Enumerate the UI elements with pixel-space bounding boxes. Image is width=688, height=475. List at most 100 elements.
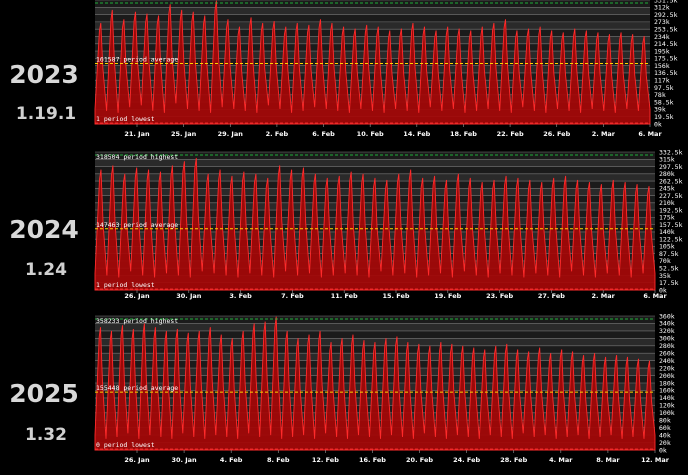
y-tick-label: 175k: [659, 214, 675, 222]
y-tick-label: 0k: [654, 120, 662, 128]
y-tick-label: 210k: [659, 199, 675, 207]
version-label-2025: 1.32: [25, 425, 67, 445]
y-tick-label: 87.5k: [659, 250, 679, 258]
y-tick-label: 240k: [659, 357, 675, 365]
x-tick-label: 28. Feb: [500, 456, 527, 464]
average-label: 161587 period average: [96, 56, 178, 64]
band: [95, 14, 650, 22]
x-tick-label: 20. Feb: [406, 456, 433, 464]
x-tick-label: 19. Feb: [434, 292, 461, 300]
y-tick-label: 273k: [654, 18, 670, 26]
y-tick-label: 360k: [659, 312, 675, 320]
x-tick-label: 4. Mar: [549, 456, 573, 464]
y-tick-label: 100k: [659, 409, 675, 417]
series-area: [94, 0, 651, 125]
x-tick-label: 24. Feb: [453, 456, 480, 464]
lowest-label: 1 period lowest: [96, 281, 155, 289]
x-tick-label: 4. Feb: [220, 456, 243, 464]
y-tick-label: 17.5k: [659, 279, 679, 287]
x-tick-labels: 26. Jan 30. Jan 4. Feb 8. Feb 12. Feb 16. Feb…: [124, 450, 670, 464]
y-tick-label: 200k: [659, 372, 675, 380]
band: [95, 87, 650, 95]
x-tick-label: 6. Feb: [312, 130, 335, 138]
x-tick-label: 3. Feb: [229, 292, 252, 300]
band: [95, 323, 655, 331]
chart-2025: 358233 period highest 155448 period avera…: [94, 312, 675, 464]
x-tick-label: 7. Feb: [281, 292, 304, 300]
x-tick-label: 8. Feb: [267, 456, 290, 464]
band: [95, 0, 650, 8]
x-tick-label: 6. Mar: [643, 292, 667, 300]
y-tick-label: 20k: [659, 439, 671, 447]
band: [95, 7, 650, 15]
band: [95, 72, 650, 81]
y-tick-label: 262.5k: [659, 177, 683, 185]
band: [95, 36, 650, 44]
year-label-2025: 2025: [9, 379, 79, 408]
y-tick-label: 140k: [659, 228, 675, 236]
x-tick-label: 22. Feb: [497, 130, 524, 138]
y-tick-label: 0k: [659, 446, 667, 454]
x-tick-label: 26. Jan: [124, 456, 150, 464]
y-tick-label: 260k: [659, 350, 675, 358]
x-tick-label: 30. Jan: [176, 292, 202, 300]
average-label: 155448 period average: [96, 384, 178, 392]
y-tick-label: 175.5k: [654, 55, 678, 63]
y-tick-label: 192.5k: [659, 206, 683, 214]
x-tick-label: 26. Jan: [124, 292, 150, 300]
y-tick-label: 97.5k: [654, 84, 674, 92]
band: [95, 43, 650, 52]
band: [95, 21, 650, 30]
y-tick-label: 0k: [659, 286, 667, 294]
y-tick-label: 136.5k: [654, 69, 678, 77]
x-tick-label: 14. Feb: [403, 130, 430, 138]
y-tick-label: 227.5k: [659, 192, 683, 200]
y-tick-labels: 332.5k315k297.5k280k262.5k245k227.5k210k…: [659, 148, 683, 294]
y-tick-label: 157.5k: [659, 221, 683, 229]
band: [95, 58, 650, 66]
x-tick-label: 21. Jan: [124, 130, 150, 138]
x-tick-label: 30. Jan: [171, 456, 197, 464]
y-tick-label: 122.5k: [659, 235, 683, 243]
band: [95, 330, 655, 339]
x-tick-label: 18. Feb: [450, 130, 477, 138]
x-tick-label: 10. Feb: [357, 130, 384, 138]
x-tick-label: 12. Mar: [641, 456, 670, 464]
average-label: 147463 period average: [96, 221, 178, 229]
y-tick-label: 52.5k: [659, 265, 679, 273]
chart-2024: 318504 period highest 147463 period avera…: [94, 148, 683, 300]
y-tick-label: 70k: [659, 257, 671, 265]
y-tick-label: 58.5k: [654, 98, 674, 106]
band: [95, 316, 655, 324]
y-tick-label: 280k: [659, 342, 675, 350]
y-tick-label: 292.5k: [654, 11, 678, 19]
lowest-label: 0 period lowest: [96, 441, 155, 449]
y-tick-label: 60k: [659, 424, 671, 432]
y-tick-labels: 331.5k312k292.5k273k253.5k234k214.5k195k…: [654, 0, 678, 128]
y-tick-label: 105k: [659, 243, 675, 251]
highest-label: 358233 period highest: [96, 317, 178, 325]
y-tick-labels: 360k340k320k300k280k260k240k220k200k180k…: [659, 312, 675, 454]
band: [95, 51, 650, 59]
y-tick-label: 320k: [659, 327, 675, 335]
y-tick-label: 234k: [654, 33, 670, 41]
y-tick-label: 340k: [659, 320, 675, 328]
x-tick-label: 6. Mar: [638, 130, 662, 138]
y-tick-label: 39k: [654, 106, 666, 114]
y-tick-label: 160k: [659, 387, 675, 395]
version-label-2023: 1.19.1: [15, 104, 77, 124]
x-tick-labels: 21. Jan 25. Jan 29. Jan 2. Feb 6. Feb 10. Feb…: [124, 124, 662, 138]
x-tick-label: 11. Feb: [331, 292, 358, 300]
band: [95, 173, 655, 182]
y-tick-label: 180k: [659, 379, 675, 387]
x-tick-label: 16. Feb: [359, 456, 386, 464]
x-tick-label: 29. Jan: [218, 130, 244, 138]
y-tick-label: 315k: [659, 156, 675, 164]
band: [95, 80, 650, 88]
y-tick-label: 140k: [659, 394, 675, 402]
series-area: [94, 157, 656, 291]
y-tick-label: 80k: [659, 417, 671, 425]
y-tick-label: 156k: [654, 62, 670, 70]
y-tick-label: 195k: [654, 47, 670, 55]
